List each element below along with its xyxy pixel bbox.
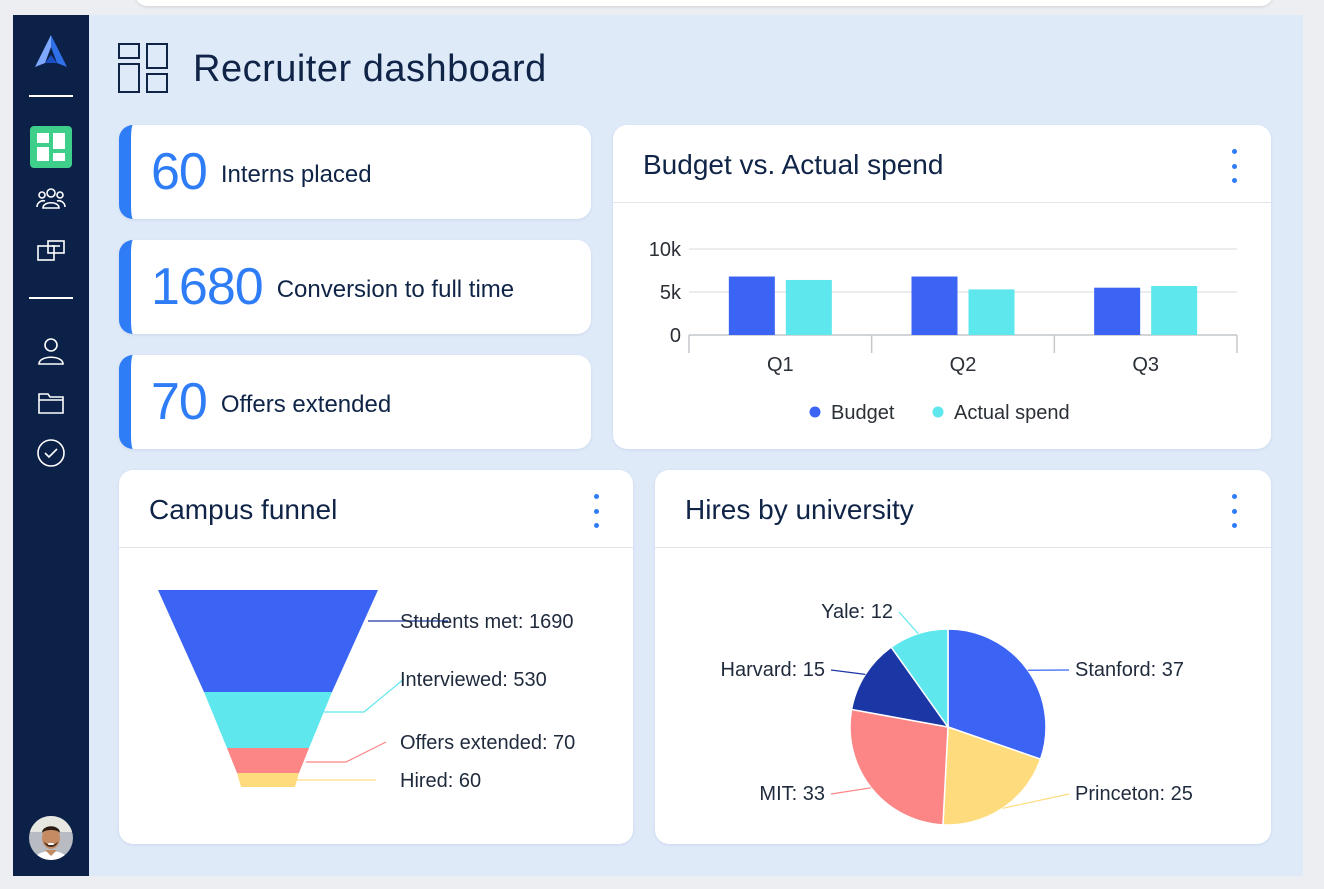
kpi-value: 60: [151, 143, 208, 201]
folder-icon: [38, 393, 64, 414]
pie-slice-label: Yale: 12: [821, 601, 893, 623]
user-icon: [38, 338, 64, 365]
layout-icon: [118, 43, 168, 93]
app-window: Recruiter dashboard 60 Interns placed 16…: [13, 15, 1303, 876]
funnel-leader-line: [306, 741, 387, 763]
bar-budget: [911, 276, 958, 335]
kpi-card-conversion[interactable]: 1680 Conversion to full time: [119, 240, 591, 334]
sidebar-divider: [29, 297, 73, 299]
legend-marker: [932, 406, 944, 418]
pie-leader-line: [830, 787, 872, 795]
kpi-card-interns-placed[interactable]: 60 Interns placed: [119, 125, 591, 219]
bar-budget: [728, 276, 775, 335]
sidebar-item-people[interactable]: [29, 177, 73, 221]
more-options-icon[interactable]: [1229, 494, 1239, 528]
funnel-stage-label: Offers extended: 70: [400, 732, 575, 754]
card-title: Budget vs. Actual spend: [643, 149, 944, 180]
pie-slice: [849, 708, 949, 826]
budget-card: Budget vs. Actual spend 0 5k 10k Q1 Q2 Q3 Budg…: [613, 125, 1271, 449]
people-icon: [36, 188, 66, 209]
x-tick-label: Q2: [950, 354, 977, 376]
y-tick-label: 5k: [660, 282, 682, 304]
pie-slice-label: Princeton: 25: [1075, 783, 1193, 805]
pie-slice-label: Stanford: 37: [1075, 659, 1184, 681]
bar-actual-spend: [968, 289, 1015, 335]
pie-slice-label: Harvard: 15: [721, 659, 826, 681]
sidebar-item-documents[interactable]: [29, 229, 73, 273]
more-options-icon[interactable]: [1229, 149, 1239, 183]
university-pie-chart: Stanford: 37 Princeton: 25 MIT: 33 Harvard:…: [721, 601, 1193, 826]
kpi-label: Interns placed: [220, 161, 372, 188]
bar-actual-spend: [1151, 285, 1198, 335]
sidebar-item-profile[interactable]: [29, 329, 73, 373]
funnel-stage: [227, 748, 309, 773]
funnel-card: Campus funnel Students met: 1690 Intervie…: [119, 470, 633, 844]
sidebar: [13, 15, 89, 876]
university-card: Hires by university Stanford: 37 Princeto…: [655, 470, 1271, 844]
funnel-stage-label: Interviewed: 530: [400, 669, 547, 691]
x-tick-label: Q1: [767, 354, 794, 376]
funnel-stage: [158, 590, 378, 692]
dashboard-icon: [30, 126, 72, 168]
card-title: Campus funnel: [149, 494, 338, 525]
legend-marker: [809, 406, 821, 418]
budget-bar-chart: 0 5k 10k Q1 Q2 Q3 Budget Actual spend: [649, 239, 1238, 424]
pie-slice: [850, 646, 950, 729]
check-circle-icon: [37, 439, 65, 467]
sidebar-item-files[interactable]: [29, 381, 73, 425]
card-title: Hires by university: [685, 494, 914, 525]
sidebar-divider: [29, 95, 73, 97]
funnel-stage: [237, 773, 299, 787]
funnel-stage-label: Hired: 60: [400, 770, 481, 792]
kpi-label: Offers extended: [220, 391, 392, 418]
pie-slice-label: MIT: 33: [759, 783, 825, 805]
funnel-stage-label: Students met: 1690: [400, 611, 573, 633]
campus-funnel-chart: Students met: 1690 Interviewed: 530 Offers…: [158, 590, 575, 792]
bar-budget: [1094, 287, 1141, 335]
more-options-icon[interactable]: [591, 494, 601, 528]
page-title: Recruiter dashboard: [193, 47, 547, 90]
sidebar-item-tasks[interactable]: [29, 431, 73, 475]
page-header: Recruiter dashboard: [117, 41, 547, 97]
kpi-value: 1680: [151, 258, 264, 316]
card-header: Budget vs. Actual spend: [613, 125, 1271, 203]
legend-label: Budget: [831, 402, 895, 424]
pie-leader-line: [898, 611, 919, 635]
pie-leader-line: [1002, 793, 1070, 809]
card-header: Hires by university: [655, 470, 1271, 548]
bar-actual-spend: [785, 279, 832, 335]
kpi-label: Conversion to full time: [276, 276, 515, 303]
browser-top-bar: [135, 0, 1273, 6]
documents-icon: [37, 240, 65, 261]
funnel-stage: [204, 692, 332, 748]
y-tick-label: 10k: [649, 239, 682, 261]
pie-slice: [947, 628, 1047, 761]
card-header: Campus funnel: [119, 470, 633, 548]
x-tick-label: Q3: [1132, 354, 1159, 376]
legend-label: Actual spend: [954, 402, 1070, 424]
pie-leader-line: [830, 669, 866, 675]
y-tick-label: 0: [670, 325, 681, 347]
pie-slice: [890, 628, 949, 730]
logo-icon[interactable]: [29, 29, 73, 73]
user-avatar[interactable]: [29, 816, 73, 860]
funnel-leader-line: [324, 678, 405, 713]
kpi-value: 70: [151, 373, 208, 431]
kpi-card-offers-extended[interactable]: 70 Offers extended: [119, 355, 591, 449]
sidebar-item-dashboard[interactable]: [29, 125, 73, 169]
